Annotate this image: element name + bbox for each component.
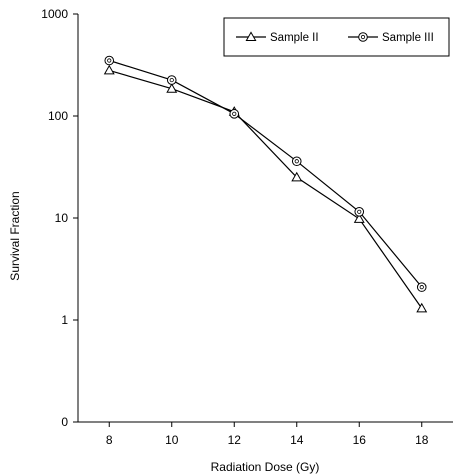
x-tick-label: 18 [415,433,429,447]
series-1 [103,64,428,313]
circle-marker-core [360,34,366,40]
series-2-line [109,59,423,288]
series-1-point [416,302,428,313]
y-tick-label: 0 [61,415,68,429]
legend-swatch-marker [245,31,257,41]
x-tick-label: 8 [106,433,113,447]
circle-marker-core [294,159,299,164]
series-2-point [291,156,302,167]
series-1-point [353,213,365,223]
y-tick-label: 10 [55,211,69,225]
y-tick-label: 100 [48,109,68,123]
legend: Sample II Sample III [223,17,450,57]
series-2 [104,55,427,292]
series-2-point [229,109,240,119]
series-1-point [103,64,115,75]
circle-marker-core [107,58,112,63]
series-1-line [109,69,423,309]
series-1-point [291,171,303,182]
series-2-point [416,282,427,292]
x-tick-label: 16 [353,433,367,447]
x-tick-label: 14 [290,433,304,447]
circle-marker-core [357,209,362,214]
x-axis-title: Radiation Dose (Gy) [211,460,320,474]
circle-marker-core [169,77,174,83]
series-layer [103,55,428,313]
x-tick-label: 10 [165,433,179,447]
series-2-point [166,75,177,85]
y-tick-label: 1 [61,313,68,327]
circle-marker-core [232,111,237,116]
legend-label: Sample II [270,32,319,44]
circle-marker-core [419,285,424,290]
y-axis-title: Survival Fraction [8,191,22,280]
series-2-point [104,55,115,66]
series-1-point [166,83,178,93]
x-tick-label: 12 [228,433,242,447]
axes: 0 1 10 100 1000 8 10 12 14 16 18 [41,7,453,447]
series-2-point [354,207,365,217]
y-tick-label: 1000 [41,7,68,21]
legend-swatch-marker [358,32,368,42]
legend-label: Sample III [382,32,434,44]
